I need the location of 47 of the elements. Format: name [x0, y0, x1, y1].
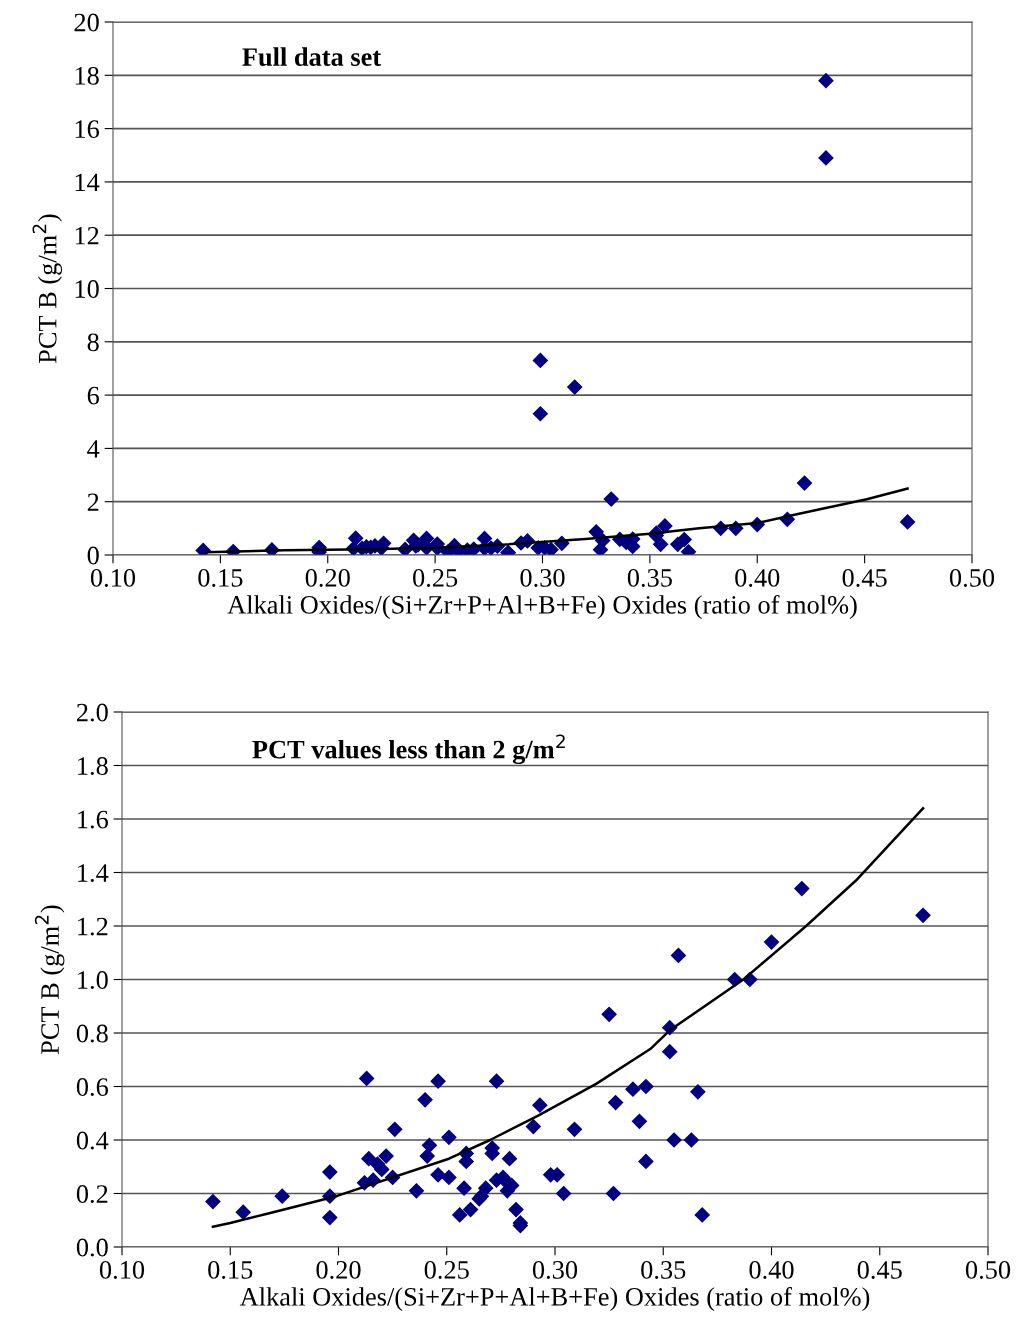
y-tick-label: 18	[75, 66, 99, 85]
y-tick-label: 1.0	[78, 971, 108, 990]
y-tick-label: 2	[87, 493, 99, 511]
x-tick-label: 0.20	[316, 1260, 361, 1279]
x-tick-label: 0.10	[90, 568, 136, 587]
y-tick-label: 16	[75, 120, 100, 139]
x-tick-label: 0.35	[627, 568, 672, 587]
x-tick-label: 0.50	[965, 1260, 1011, 1279]
x-axis-title: Alkali Oxides/(Si+Zr+P+Al+B+Fe) Oxides (ratio of mol%)	[227, 594, 857, 620]
x-tick-label: 0.10	[99, 1260, 145, 1279]
y-tick-label: 1.6	[78, 810, 109, 829]
y-tick-label: 8	[87, 333, 99, 352]
y-tick-label: 0.6	[76, 1078, 109, 1097]
x-tick-label: 0.30	[520, 568, 565, 587]
line-series	[211, 807, 925, 1228]
y-tick-label: 0	[87, 546, 99, 565]
y-tick-label: 12	[75, 226, 99, 245]
y-tick-label: 10	[75, 280, 99, 298]
y-tick-label: 0.8	[76, 1024, 108, 1043]
x-tick-label: 0.20	[305, 568, 350, 587]
y-tick-label: 20	[74, 13, 99, 32]
x-tick-label: 0.30	[532, 1260, 578, 1279]
y-tick-label: 4	[87, 440, 100, 458]
y-tick-label: 1.4	[78, 864, 109, 883]
y-axis-title: PCT B (g/m$^{2}$)	[34, 905, 65, 1055]
annotation: PCT values less than 2 g/m$^{2}$	[252, 734, 565, 765]
y-tick-label: 14	[75, 173, 100, 192]
x-tick-label: 0.50	[949, 568, 995, 587]
annotation: Full data set	[242, 47, 382, 66]
y-tick-label: 2.0	[76, 703, 108, 722]
x-tick-label: 0.25	[424, 1260, 469, 1279]
y-tick-label: 0.4	[76, 1131, 109, 1150]
x-tick-label: 0.45	[857, 1260, 902, 1279]
y-axis-title: PCT B (g/m$^{2}$)	[32, 214, 62, 364]
y-tick-label: 0.0	[76, 1238, 108, 1257]
y-tick-label: 1.2	[78, 917, 108, 936]
y-tick-label: 0.2	[76, 1185, 108, 1204]
x-tick-label: 0.45	[842, 568, 887, 587]
x-tick-label: 0.25	[413, 568, 458, 587]
y-tick-label: 1.8	[78, 757, 108, 776]
x-tick-label: 0.35	[641, 1260, 686, 1279]
y-tick-label: 6	[87, 386, 100, 405]
x-tick-label: 0.40	[749, 1260, 794, 1279]
x-tick-label: 0.40	[735, 568, 780, 587]
x-tick-label: 0.15	[208, 1260, 253, 1279]
x-tick-label: 0.15	[198, 568, 243, 587]
x-axis-title: Alkali Oxides/(Si+Zr+P+Al+B+Fe) Oxides (ratio of mol%)	[239, 1286, 870, 1312]
